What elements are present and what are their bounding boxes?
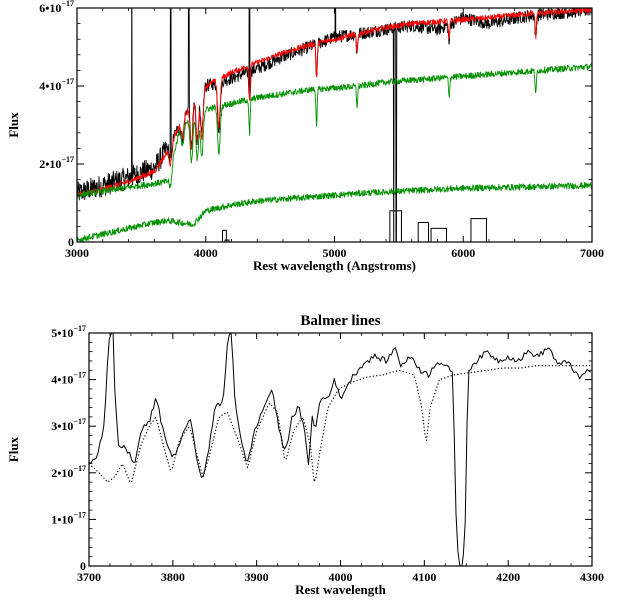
y-tick-label: 5•10−17 bbox=[51, 324, 86, 340]
full-spectrum-ticks: 3000 4000 5000 6000 7000 0 2•10−17 4•10−17 6•10−… bbox=[39, 0, 604, 260]
full-spectrum-panel: 3000 4000 5000 6000 7000 0 2•10−17 4•10−17 6•10−… bbox=[6, 0, 604, 273]
full-spectrum-series-1 bbox=[77, 8, 592, 198]
balmer-lines-x-axis-label: Rest wavelength bbox=[295, 582, 386, 597]
full-spectrum-x-axis-label: Rest wavelength (Angstroms) bbox=[253, 258, 416, 273]
full-spectrum-axes-frame bbox=[76, 7, 593, 243]
mask-box-0 bbox=[221, 229, 227, 242]
full-spectrum-series-2 bbox=[77, 63, 592, 198]
x-tick-label: 4000 bbox=[329, 570, 353, 584]
balmer-lines-plot-area bbox=[89, 333, 591, 566]
balmer-lines-title: Balmer lines bbox=[300, 313, 380, 329]
x-tick-label: 3700 bbox=[77, 570, 101, 584]
x-tick-label: 3800 bbox=[161, 570, 185, 584]
y-tick-label: 2•10−17 bbox=[51, 464, 86, 480]
mask-box-3 bbox=[417, 222, 429, 242]
balmer-lines-panel: Balmer lines 3700 3800 3900 4000 4100 4200 430… bbox=[6, 313, 604, 597]
x-tick-label: 3000 bbox=[65, 246, 89, 260]
mask-box-5 bbox=[470, 218, 487, 242]
balmer-series-0 bbox=[89, 333, 591, 566]
balmer-lines-y-axis-label: Flux bbox=[6, 436, 21, 462]
mask-box-1 bbox=[224, 239, 230, 242]
y-tick-label: 6•10−17 bbox=[39, 0, 74, 15]
balmer-lines-ticks: 3700 3800 3900 4000 4100 4200 4300 0 1•10−17 2•10… bbox=[51, 324, 604, 584]
mask-box-4 bbox=[430, 227, 448, 242]
y-tick-label: 0 bbox=[80, 559, 86, 573]
x-tick-label: 5000 bbox=[323, 246, 347, 260]
y-tick-label: 0 bbox=[68, 235, 74, 249]
x-tick-label: 7000 bbox=[580, 246, 604, 260]
full-spectrum-series-3 bbox=[77, 182, 592, 242]
full-spectrum-y-axis-label: Flux bbox=[6, 112, 21, 138]
x-tick-label: 3900 bbox=[245, 570, 269, 584]
x-tick-label: 4200 bbox=[496, 570, 520, 584]
y-tick-label: 4•10−17 bbox=[51, 371, 86, 387]
y-tick-label: 4•10−17 bbox=[39, 77, 74, 93]
full-spectrum-plot-area bbox=[77, 8, 592, 242]
y-tick-label: 1•10−17 bbox=[51, 510, 86, 526]
x-tick-label: 4300 bbox=[580, 570, 604, 584]
balmer-series-1 bbox=[89, 365, 591, 484]
x-tick-label: 4000 bbox=[194, 246, 218, 260]
x-tick-label: 6000 bbox=[451, 246, 475, 260]
y-tick-label: 2•10−17 bbox=[39, 155, 74, 171]
x-tick-label: 4100 bbox=[412, 570, 436, 584]
y-tick-label: 3•10−17 bbox=[51, 417, 86, 433]
